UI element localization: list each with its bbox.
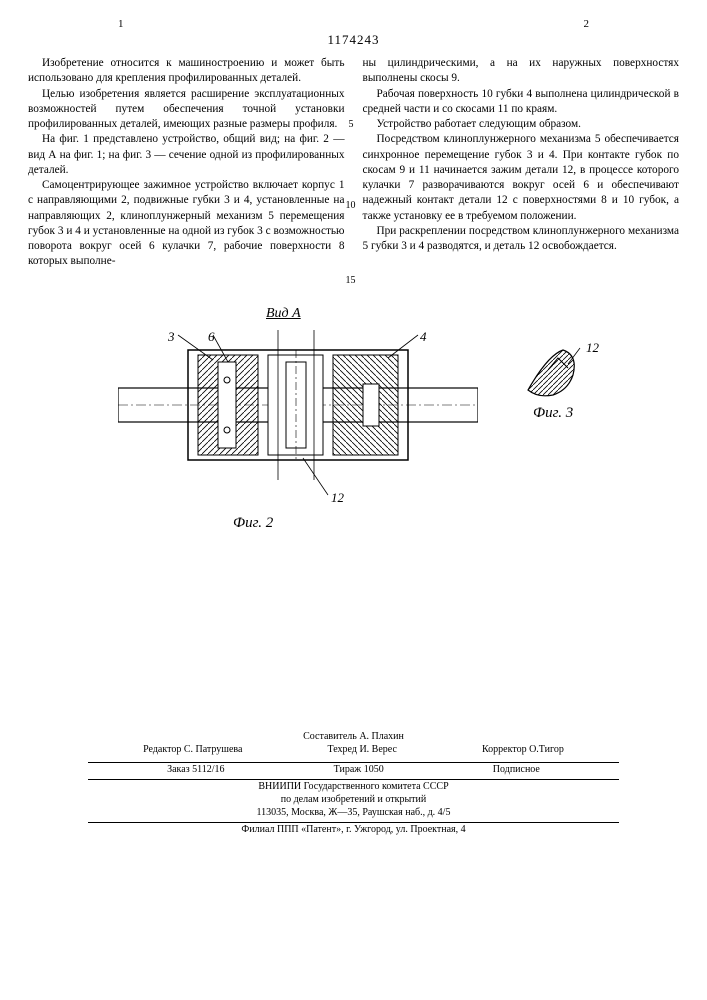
para: При раскреплении посредством клиноплунже… bbox=[363, 224, 680, 255]
caption-fig2: Фиг. 2 bbox=[233, 515, 273, 532]
footer-kor: Корректор О.Тигор bbox=[482, 743, 564, 756]
para: Целью изобретения является расширение эк… bbox=[28, 87, 345, 133]
page-numbers: 1 2 bbox=[28, 18, 679, 30]
label-vid-a: Вид А bbox=[266, 306, 301, 322]
right-column: 5 10 15 ны цилиндрическими, а на их нару… bbox=[363, 56, 680, 270]
body-columns: Изобретение относится к машиностроению и… bbox=[28, 56, 679, 270]
footer-addr1: 113035, Москва, Ж—35, Раушская наб., д. … bbox=[28, 806, 679, 819]
page: 1 2 1174243 Изобретение относится к маши… bbox=[0, 0, 707, 1000]
para: На фиг. 1 представлено устройство, общий… bbox=[28, 132, 345, 178]
label-6: 6 bbox=[208, 329, 215, 345]
para: ны цилиндрическими, а на их наружных пов… bbox=[363, 56, 680, 87]
patent-number: 1174243 bbox=[28, 32, 679, 48]
footer-row-credits: Редактор С. Патрушева Техред И. Верес Ко… bbox=[58, 743, 649, 756]
footer-tirazh: Тираж 1050 bbox=[334, 763, 384, 776]
footer-zakaz: Заказ 5112/16 bbox=[167, 763, 224, 776]
left-column: Изобретение относится к машиностроению и… bbox=[28, 56, 345, 270]
para: Посредством клиноплунжерного механизма 5… bbox=[363, 132, 680, 224]
footer-row-print: Заказ 5112/16 Тираж 1050 Подписное bbox=[58, 763, 649, 776]
footer-vniipi2: по делам изобретений и открытий bbox=[28, 793, 679, 806]
footer-vniipi1: ВНИИПИ Государственного комитета СССР bbox=[28, 780, 679, 793]
footer-addr2: Филиал ППП «Патент», г. Ужгород, ул. Про… bbox=[28, 823, 679, 836]
label-4: 4 bbox=[420, 329, 427, 345]
label-3: 3 bbox=[168, 329, 175, 345]
page-num-left: 1 bbox=[118, 18, 124, 30]
figure-area: Вид А 3 6 4 12 12 Фиг. 2 Фиг. 3 bbox=[28, 310, 679, 530]
caption-fig3: Фиг. 3 bbox=[533, 405, 573, 422]
footer-red: Редактор С. Патрушева bbox=[143, 743, 242, 756]
footer-podp: Подписное bbox=[493, 763, 540, 776]
footer-sost: Составитель А. Плахин bbox=[28, 730, 679, 743]
label-12: 12 bbox=[331, 490, 344, 506]
footer-teh: Техред И. Верес bbox=[328, 743, 397, 756]
para: Устройство работает следующим образом. bbox=[363, 117, 680, 132]
page-num-right: 2 bbox=[584, 18, 590, 30]
footer: Составитель А. Плахин Редактор С. Патруш… bbox=[28, 730, 679, 836]
line-marker-10: 10 bbox=[346, 199, 356, 213]
line-marker-5: 5 bbox=[349, 118, 354, 132]
para: Самоцентрирующее зажимное устройство вкл… bbox=[28, 178, 345, 270]
label-12b: 12 bbox=[586, 340, 599, 356]
line-marker-15: 15 bbox=[346, 274, 356, 288]
para: Рабочая поверхность 10 губки 4 выполнена… bbox=[363, 87, 680, 118]
para: Изобретение относится к машиностроению и… bbox=[28, 56, 345, 87]
